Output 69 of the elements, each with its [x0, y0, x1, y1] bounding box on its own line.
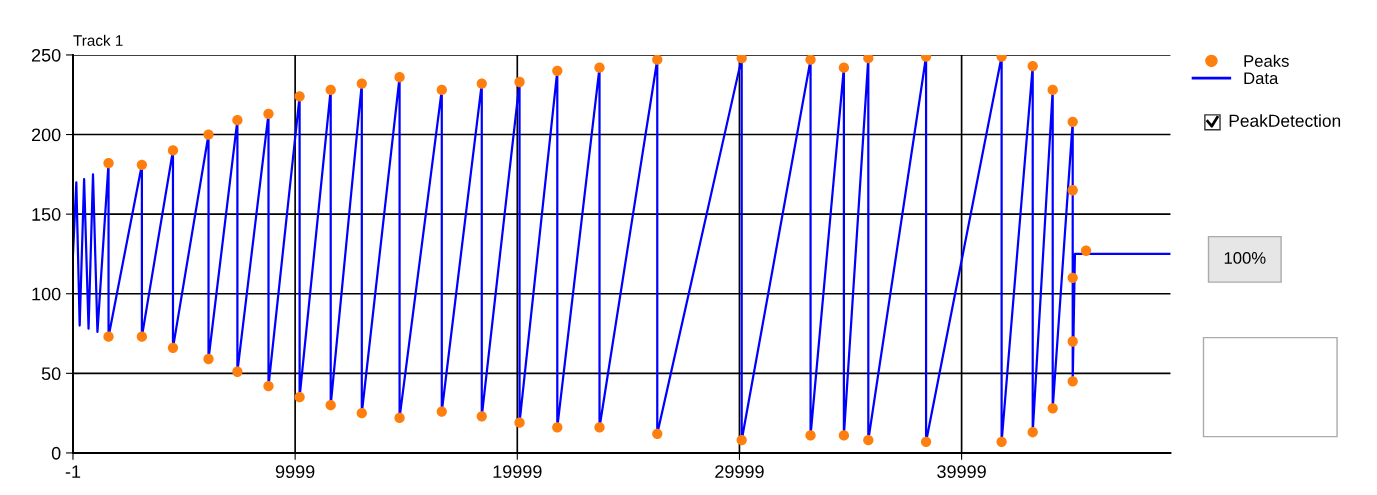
x-tick-label: -1 — [65, 465, 81, 478]
point — [476, 411, 487, 422]
point — [103, 158, 114, 169]
point — [1080, 245, 1092, 256]
point — [1027, 427, 1038, 438]
point — [594, 62, 605, 73]
point — [263, 108, 274, 119]
text: 100% — [1224, 252, 1266, 264]
x-tick-label: 9999 — [275, 465, 315, 478]
point — [552, 65, 563, 77]
point — [263, 380, 274, 392]
point — [863, 54, 874, 64]
point — [838, 430, 850, 441]
point — [736, 54, 747, 64]
point — [394, 412, 405, 424]
y-tick-label: 150 — [32, 208, 61, 221]
point — [1067, 116, 1078, 127]
point — [294, 392, 305, 403]
point — [167, 145, 179, 156]
point — [232, 366, 243, 377]
y-tick-label: 50 — [41, 367, 61, 381]
point — [514, 76, 525, 88]
point — [1067, 185, 1078, 196]
point — [652, 54, 663, 65]
point — [1067, 272, 1078, 283]
legend-label: Peaks — [1244, 54, 1289, 67]
point — [996, 54, 1007, 62]
y-tick-label: 200 — [31, 128, 61, 142]
point — [652, 428, 663, 439]
point — [103, 331, 114, 342]
point — [203, 129, 214, 140]
point — [1067, 376, 1078, 387]
legend-label: Data — [1244, 72, 1279, 85]
chart-title: Track 1 — [73, 34, 123, 46]
point — [203, 353, 214, 365]
point — [594, 422, 605, 433]
point — [436, 406, 447, 417]
point — [436, 84, 447, 96]
x-tick-label: 19999 — [493, 465, 542, 478]
point — [136, 331, 148, 342]
point — [476, 78, 487, 89]
x-tick-label: 39999 — [937, 465, 986, 478]
point — [838, 62, 850, 73]
point — [1027, 60, 1038, 72]
point — [325, 400, 336, 411]
point — [294, 91, 305, 102]
point — [1047, 84, 1058, 96]
point — [920, 436, 932, 447]
point — [1067, 336, 1078, 347]
point — [167, 342, 179, 354]
point — [136, 159, 148, 170]
y-tick-label: 250 — [31, 48, 61, 62]
point — [863, 435, 874, 446]
point — [356, 407, 367, 419]
x-tick-label: 29999 — [715, 465, 764, 478]
point — [325, 84, 336, 96]
point — [552, 422, 563, 433]
y-tick-label: 0 — [51, 446, 61, 460]
point — [805, 430, 816, 441]
point — [232, 115, 243, 126]
point — [514, 417, 525, 428]
point — [356, 78, 367, 89]
point — [1047, 403, 1058, 414]
point — [996, 436, 1007, 447]
text: PeakDetection — [1229, 114, 1341, 127]
point — [736, 435, 747, 446]
y-tick-label: 100 — [32, 287, 61, 301]
point — [805, 54, 816, 65]
point — [394, 72, 405, 83]
